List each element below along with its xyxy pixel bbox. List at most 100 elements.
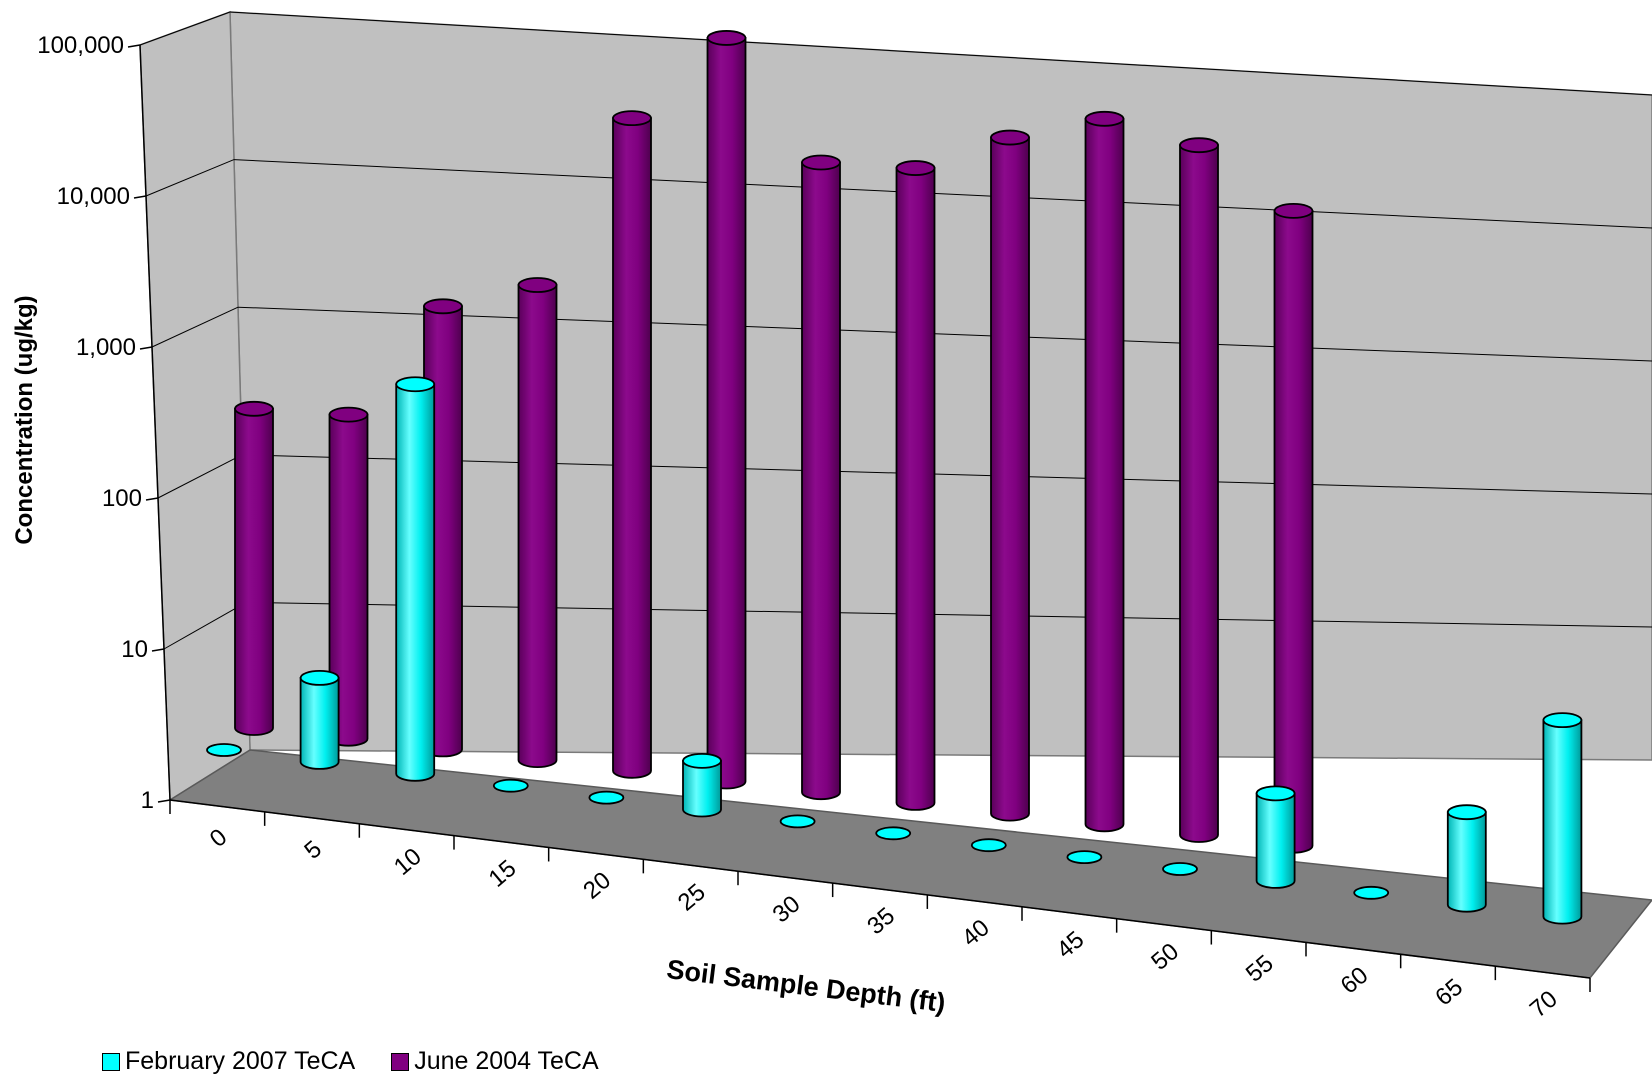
bar-top <box>706 30 747 46</box>
x-tick-label: 5 <box>299 835 327 864</box>
y-tick-label: 1 <box>141 787 154 814</box>
x-tick-label: 40 <box>957 914 995 952</box>
y-tick <box>139 346 153 350</box>
gridline <box>237 306 1652 362</box>
bar-body <box>895 167 936 811</box>
bar-zero-marker <box>1353 885 1390 900</box>
bar-feb-2007-35 <box>875 826 912 841</box>
gridline <box>241 454 1652 495</box>
legend-label-june-2004: June 2004 TeCA <box>414 1047 599 1075</box>
legend-swatch-february-2007 <box>102 1052 120 1071</box>
bar-body <box>682 759 722 818</box>
bar-body <box>801 161 841 801</box>
x-tick-label: 30 <box>768 890 806 928</box>
bar-body <box>517 284 558 768</box>
x-tick-label: 65 <box>1430 974 1468 1012</box>
bar-jun-2004-20 <box>612 110 652 779</box>
bar-feb-2007-5 <box>299 669 340 770</box>
bar-top <box>801 154 841 171</box>
bar-feb-2007-40 <box>970 838 1007 853</box>
bar-feb-2007-10 <box>395 376 436 782</box>
x-tick-label: 0 <box>205 824 233 853</box>
bar-feb-2007-15 <box>492 778 529 793</box>
bar-feb-2007-55 <box>1255 785 1296 889</box>
bar-feb-2007-20 <box>588 790 625 805</box>
bar-top <box>1273 202 1314 219</box>
bar-zero-marker <box>779 814 816 829</box>
gridline-side <box>139 11 231 46</box>
x-tick-label: 60 <box>1336 962 1374 1000</box>
gridline-side <box>151 306 239 348</box>
y-tick-label: 100,000 <box>37 32 124 59</box>
bar-feb-2007-65 <box>1446 804 1487 913</box>
bar-zero-marker <box>588 790 625 805</box>
gridline-side <box>145 159 235 197</box>
bar-jun-2004-50 <box>1179 137 1219 843</box>
bar-zero-marker <box>1162 862 1198 876</box>
bars <box>206 30 1583 925</box>
bar-body <box>1446 811 1487 913</box>
x-tick-label: 25 <box>673 879 711 917</box>
bar-top <box>1255 785 1296 802</box>
bar-jun-2004-45 <box>1084 110 1125 833</box>
y-tick <box>127 44 141 48</box>
legend-item-june-2004: June 2004 TeCA <box>391 1047 599 1076</box>
bar-zero-marker <box>1066 850 1103 864</box>
y-tick-label: 100 <box>102 485 142 512</box>
bar-body <box>395 383 436 782</box>
gridline <box>245 601 1652 628</box>
bar-body <box>1542 719 1583 925</box>
bar-top <box>423 298 463 315</box>
bar-feb-2007-70 <box>1542 712 1583 925</box>
gridline <box>229 11 1652 96</box>
bar-body <box>299 676 340 770</box>
gridlines <box>139 11 1652 650</box>
bar-body <box>1255 792 1296 889</box>
bar-feb-2007-30 <box>779 814 816 829</box>
y-axis-title: Concentration (ug/kg) <box>11 295 38 544</box>
gridline <box>233 159 1652 229</box>
bar-top <box>517 277 558 293</box>
legend-swatch-june-2004 <box>391 1052 410 1071</box>
gridline-side <box>163 601 247 650</box>
x-tick-label: 55 <box>1241 950 1279 988</box>
y-tick <box>133 195 147 199</box>
x-axis-line <box>169 799 1591 979</box>
bar-feb-2007-25 <box>682 752 722 818</box>
x-tick-label: 35 <box>862 902 900 940</box>
bar-jun-2004-30 <box>801 154 841 801</box>
x-axis-title: Soil Sample Depth (ft) <box>665 954 947 1018</box>
x-tick-label: 50 <box>1146 938 1184 976</box>
bar-top <box>990 129 1030 146</box>
bar-top <box>1446 804 1487 821</box>
legend-item-february-2007: February 2007 TeCA <box>102 1047 355 1076</box>
y-tick <box>145 497 159 501</box>
bar-zero-marker <box>970 838 1007 853</box>
bar-body <box>1273 209 1314 854</box>
bar-top <box>895 160 936 176</box>
bar-top <box>682 752 722 769</box>
legend: February 2007 TeCA June 2004 TeCA <box>102 1047 599 1076</box>
y-tick <box>157 799 171 803</box>
bar-top <box>1084 110 1125 127</box>
y-axis-line <box>139 44 171 801</box>
x-tick-label: 15 <box>484 855 522 893</box>
bar-zero-marker <box>206 743 242 757</box>
bar-feb-2007-60 <box>1353 885 1390 900</box>
bar-feb-2007-45 <box>1066 850 1103 864</box>
bar-jun-2004-5 <box>328 406 369 747</box>
bar-feb-2007-50 <box>1162 862 1198 876</box>
bar-zero-marker <box>875 826 912 841</box>
bar-jun-2004-40 <box>990 129 1030 822</box>
bar-jun-2004-0 <box>234 400 274 736</box>
bar-body <box>234 407 274 736</box>
bar-body <box>612 117 652 779</box>
x-tick-label: 20 <box>578 867 616 905</box>
bar-body <box>1084 117 1125 833</box>
bar-top <box>234 400 274 417</box>
legend-label-february-2007: February 2007 TeCA <box>125 1047 356 1075</box>
bar-feb-2007-0 <box>206 743 242 757</box>
bar-body <box>706 37 747 790</box>
y-tick-label: 10,000 <box>57 183 130 210</box>
